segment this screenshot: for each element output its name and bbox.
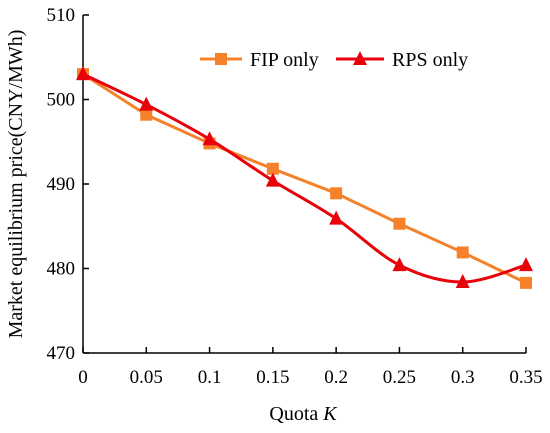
x-tick-label: 0.25	[383, 367, 416, 388]
data-point-triangle	[392, 257, 407, 272]
data-point-square	[393, 217, 406, 230]
legend-label-fip: FIP only	[250, 49, 319, 71]
x-tick-label: 0.35	[509, 367, 542, 388]
data-point-triangle	[139, 96, 154, 111]
series-rps	[76, 66, 533, 289]
x-tick-label: 0	[78, 367, 88, 388]
data-point-square	[330, 187, 343, 200]
x-axis-title: Quota K	[269, 403, 338, 425]
y-tick-label: 470	[47, 343, 76, 364]
data-point-triangle	[76, 66, 90, 81]
series-line	[82, 72, 527, 284]
y-tick-label: 500	[47, 90, 76, 111]
data-point-triangle	[202, 131, 217, 146]
legend-marker-square	[215, 53, 227, 65]
data-point-triangle	[519, 257, 533, 272]
data-point-triangle	[455, 274, 470, 289]
legend: FIP only RPS only	[200, 49, 468, 71]
y-tick-label: 510	[47, 5, 76, 26]
y-tick-label: 490	[47, 174, 76, 195]
data-point-triangle	[265, 172, 280, 187]
data-point-triangle	[329, 210, 344, 225]
legend-marker-triangle	[353, 51, 367, 65]
y-tick-label: 480	[47, 259, 76, 280]
legend-item-rps: RPS only	[336, 49, 468, 71]
x-tick-label: 0.15	[256, 367, 289, 388]
x-tick-label: 0.3	[451, 367, 475, 388]
data-point-square	[520, 276, 532, 289]
data-point-square	[266, 162, 279, 175]
x-tick-label: 0.05	[130, 367, 163, 388]
legend-label-rps: RPS only	[392, 49, 468, 71]
x-tick-label: 0.1	[198, 367, 222, 388]
legend-item-fip: FIP only	[200, 49, 319, 71]
data-point-square	[140, 108, 153, 121]
data-point-square	[456, 246, 469, 259]
series-layer	[76, 66, 533, 289]
axes: 470 480 490 500 510 0 0.05 0.1 0.15 0.2 0.25 0.3 0.3…	[47, 5, 543, 388]
y-axis-title: Market equilibrium price(CNY/MWh)	[5, 30, 27, 339]
series-line	[82, 72, 527, 285]
x-tick-label: 0.2	[324, 367, 348, 388]
